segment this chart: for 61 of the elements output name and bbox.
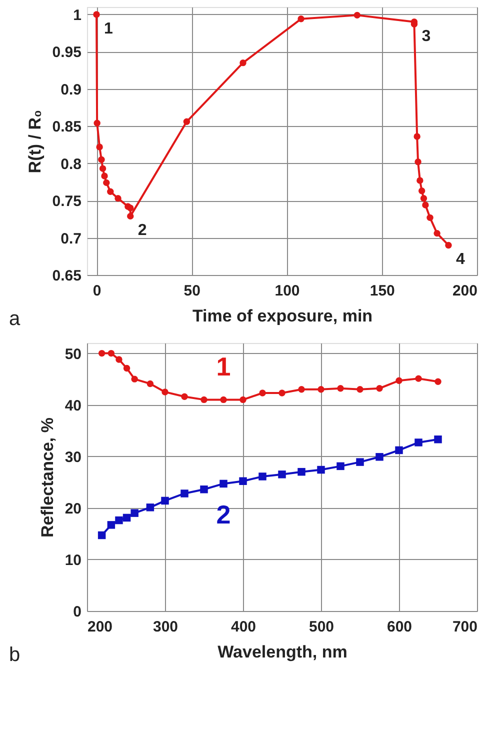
x-tick-label: 400 <box>230 618 256 636</box>
x-tick-label: 200 <box>452 282 478 300</box>
series-label: 1 <box>216 352 231 382</box>
point <box>96 144 103 150</box>
point <box>98 156 105 163</box>
point <box>183 118 190 125</box>
point <box>418 188 426 194</box>
point <box>445 242 452 249</box>
point <box>298 16 304 22</box>
y-tick-label: 0.95 <box>52 44 82 62</box>
point <box>127 212 134 220</box>
point <box>420 194 428 202</box>
x-tick-label: 150 <box>370 282 395 300</box>
x-tick-label: 600 <box>386 618 412 636</box>
x-tick-label: 50 <box>184 282 200 300</box>
point <box>240 59 246 66</box>
point <box>101 172 108 180</box>
y-tick-label: 10 <box>64 552 82 569</box>
point <box>114 194 122 202</box>
point <box>434 230 440 237</box>
y-tick-label: 30 <box>64 448 82 466</box>
annotation: 2 <box>138 222 147 240</box>
x-tick-label: 0 <box>92 282 102 300</box>
y-tick-label: 0.7 <box>60 230 82 248</box>
x-tick-label: 300 <box>152 618 178 636</box>
y-tick-label: 1 <box>73 6 82 24</box>
x-tick-label: 700 <box>452 618 478 636</box>
y-tick-label: 50 <box>64 346 82 363</box>
point <box>93 11 100 18</box>
y-axis-title: R(t) / R₀ <box>25 110 44 174</box>
text: b <box>9 644 20 666</box>
annotation: 3 <box>422 28 431 45</box>
y-tick-label: 0.8 <box>60 156 82 173</box>
x-tick-label: 100 <box>274 282 300 300</box>
point <box>99 165 106 172</box>
y-tick-label: 0.85 <box>52 118 82 136</box>
y-tick-label: 20 <box>64 500 82 518</box>
y-tick-label: 0.65 <box>52 268 82 284</box>
text: a <box>9 308 21 330</box>
point <box>416 177 424 184</box>
y-tick-label: 40 <box>64 397 82 414</box>
point <box>414 133 420 140</box>
x-tick-label: 200 <box>88 618 113 636</box>
point <box>127 204 134 212</box>
point <box>103 179 110 186</box>
point <box>94 120 100 126</box>
point <box>107 188 114 195</box>
x-axis-title: Wavelength, nm <box>218 642 348 662</box>
annotation: 4 <box>456 251 466 268</box>
y-tick-label: 0.9 <box>60 81 82 98</box>
point <box>422 202 429 208</box>
annotation: 1 <box>104 20 114 38</box>
y-tick-label: 0.75 <box>52 193 82 210</box>
y-tick-label: 0 <box>73 604 82 620</box>
x-axis-title: Time of exposure, min <box>192 306 373 326</box>
point <box>426 214 434 222</box>
y-axis-title: Reflectance, % <box>38 418 57 538</box>
point <box>354 12 360 19</box>
point <box>414 158 422 166</box>
x-tick-label: 500 <box>308 618 334 636</box>
series-label: 2 <box>216 500 231 530</box>
